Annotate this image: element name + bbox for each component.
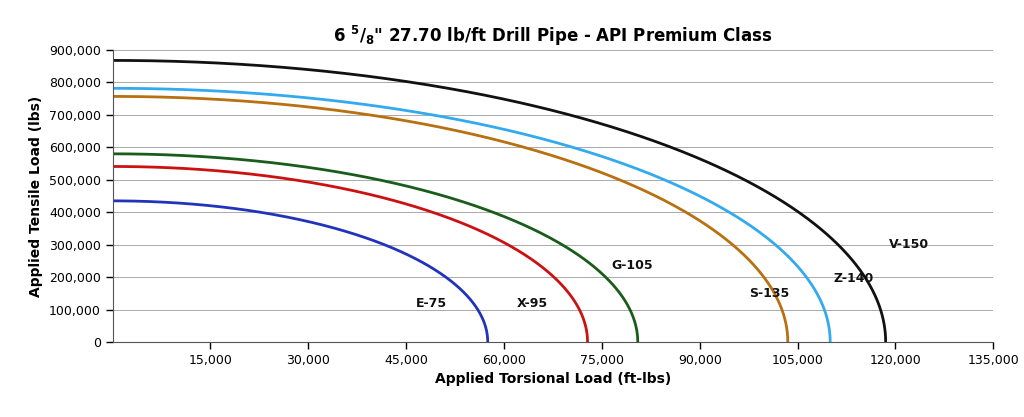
Text: V-150: V-150 — [889, 238, 929, 251]
Y-axis label: Applied Tensile Load (lbs): Applied Tensile Load (lbs) — [30, 95, 43, 296]
X-axis label: Applied Torsional Load (ft-lbs): Applied Torsional Load (ft-lbs) — [435, 372, 671, 386]
Text: X-95: X-95 — [517, 297, 548, 310]
Title: 6 $\mathregular{^{5}/_{8}}$" 27.70 lb/ft Drill Pipe - API Premium Class: 6 $\mathregular{^{5}/_{8}}$" 27.70 lb/ft… — [333, 24, 773, 48]
Text: E-75: E-75 — [416, 297, 447, 310]
Text: S-135: S-135 — [749, 287, 788, 300]
Text: Z-140: Z-140 — [834, 272, 873, 285]
Text: G-105: G-105 — [611, 259, 653, 272]
